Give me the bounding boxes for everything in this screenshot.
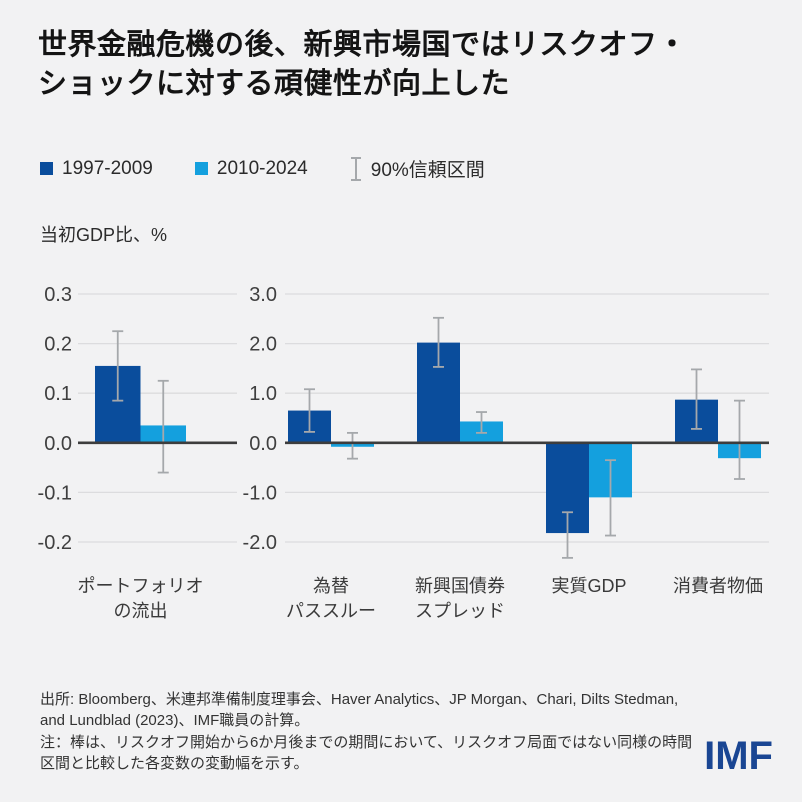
category-label: 実質GDP (551, 576, 626, 596)
legend-label: 2010-2024 (216, 157, 308, 179)
chart-title: 世界金融危機の後、新興市場国ではリスクオフ・ ショックに対する頑健性が向上した (38, 26, 768, 104)
legend-label: 1997-2009 (62, 157, 153, 179)
y-tick-label: -0.2 (38, 532, 72, 554)
legend-item-2010-2024: 2010-2024 (194, 157, 308, 180)
y-tick-label: -2.0 (243, 532, 277, 554)
category-label: ポートフォリオの流出 (78, 576, 204, 621)
ci-whisker (734, 399, 745, 480)
bar-chart: 0.3 0.2 0.1 0.0 -0.1 -0.2 ポートフォリオの流出 3.0 2.0 1.0 0… (38, 284, 769, 621)
imf-logo: IMF (704, 734, 773, 778)
legend-swatch-light-blue (194, 162, 208, 175)
y-tick-label: 0.0 (44, 433, 72, 455)
y-tick-label: 0.3 (44, 284, 72, 306)
footer: 出所: Bloomberg、米連邦準備制度理事会、Haver Analytics… (40, 689, 700, 774)
category-label: 消費者物価 (673, 576, 763, 596)
chart-panel-1: 0.3 0.2 0.1 0.0 -0.1 -0.2 ポートフォリオの流出 (38, 284, 237, 621)
error-bar-icon (350, 156, 362, 181)
y-tick-label: 0.1 (44, 383, 72, 405)
legend: 1997-2009 2010-2024 90%信頼区間 (40, 155, 485, 182)
source-note: 出所: Bloomberg、米連邦準備制度理事会、Haver Analytics… (40, 691, 679, 730)
category-label: 為替パススルー (286, 576, 376, 621)
methodology-note: 注：棒は、リスクオフ開始から6か月後までの期間において、リスクオフ局面ではない同… (40, 733, 693, 772)
ci-whisker (304, 388, 315, 433)
ci-whisker (476, 411, 487, 434)
chart-title-line1: 世界金融危機の後、新興市場国ではリスクオフ・ (38, 29, 688, 61)
category-label: 新興国債券スプレッド (415, 576, 505, 621)
legend-label: 90%信頼区間 (370, 160, 485, 181)
legend-item-1997-2009: 1997-2009 (40, 158, 153, 180)
y-tick-label: 0.2 (44, 334, 72, 356)
ci-whisker (433, 316, 444, 368)
y-tick-label: -0.1 (38, 482, 72, 504)
y-tick-label: 0.0 (249, 433, 277, 455)
y-tick-label: 2.0 (249, 334, 277, 356)
ci-whisker (157, 379, 169, 474)
y-axis-title: 当初GDP比、% (40, 225, 168, 245)
legend-swatch-dark-blue (40, 162, 53, 175)
y-tick-label: 3.0 (249, 284, 277, 306)
ci-whisker (691, 368, 702, 430)
chart-title-line2: ショックに対する頑健性が向上した (38, 68, 511, 100)
y-tick-label: 1.0 (249, 383, 277, 405)
legend-item-confidence-interval: 90%信頼区間 (350, 155, 485, 182)
ci-whisker (605, 459, 616, 537)
ci-whisker (562, 511, 573, 559)
ci-whisker (347, 431, 358, 460)
ci-whisker (112, 330, 124, 402)
y-tick-label: -1.0 (243, 482, 277, 504)
